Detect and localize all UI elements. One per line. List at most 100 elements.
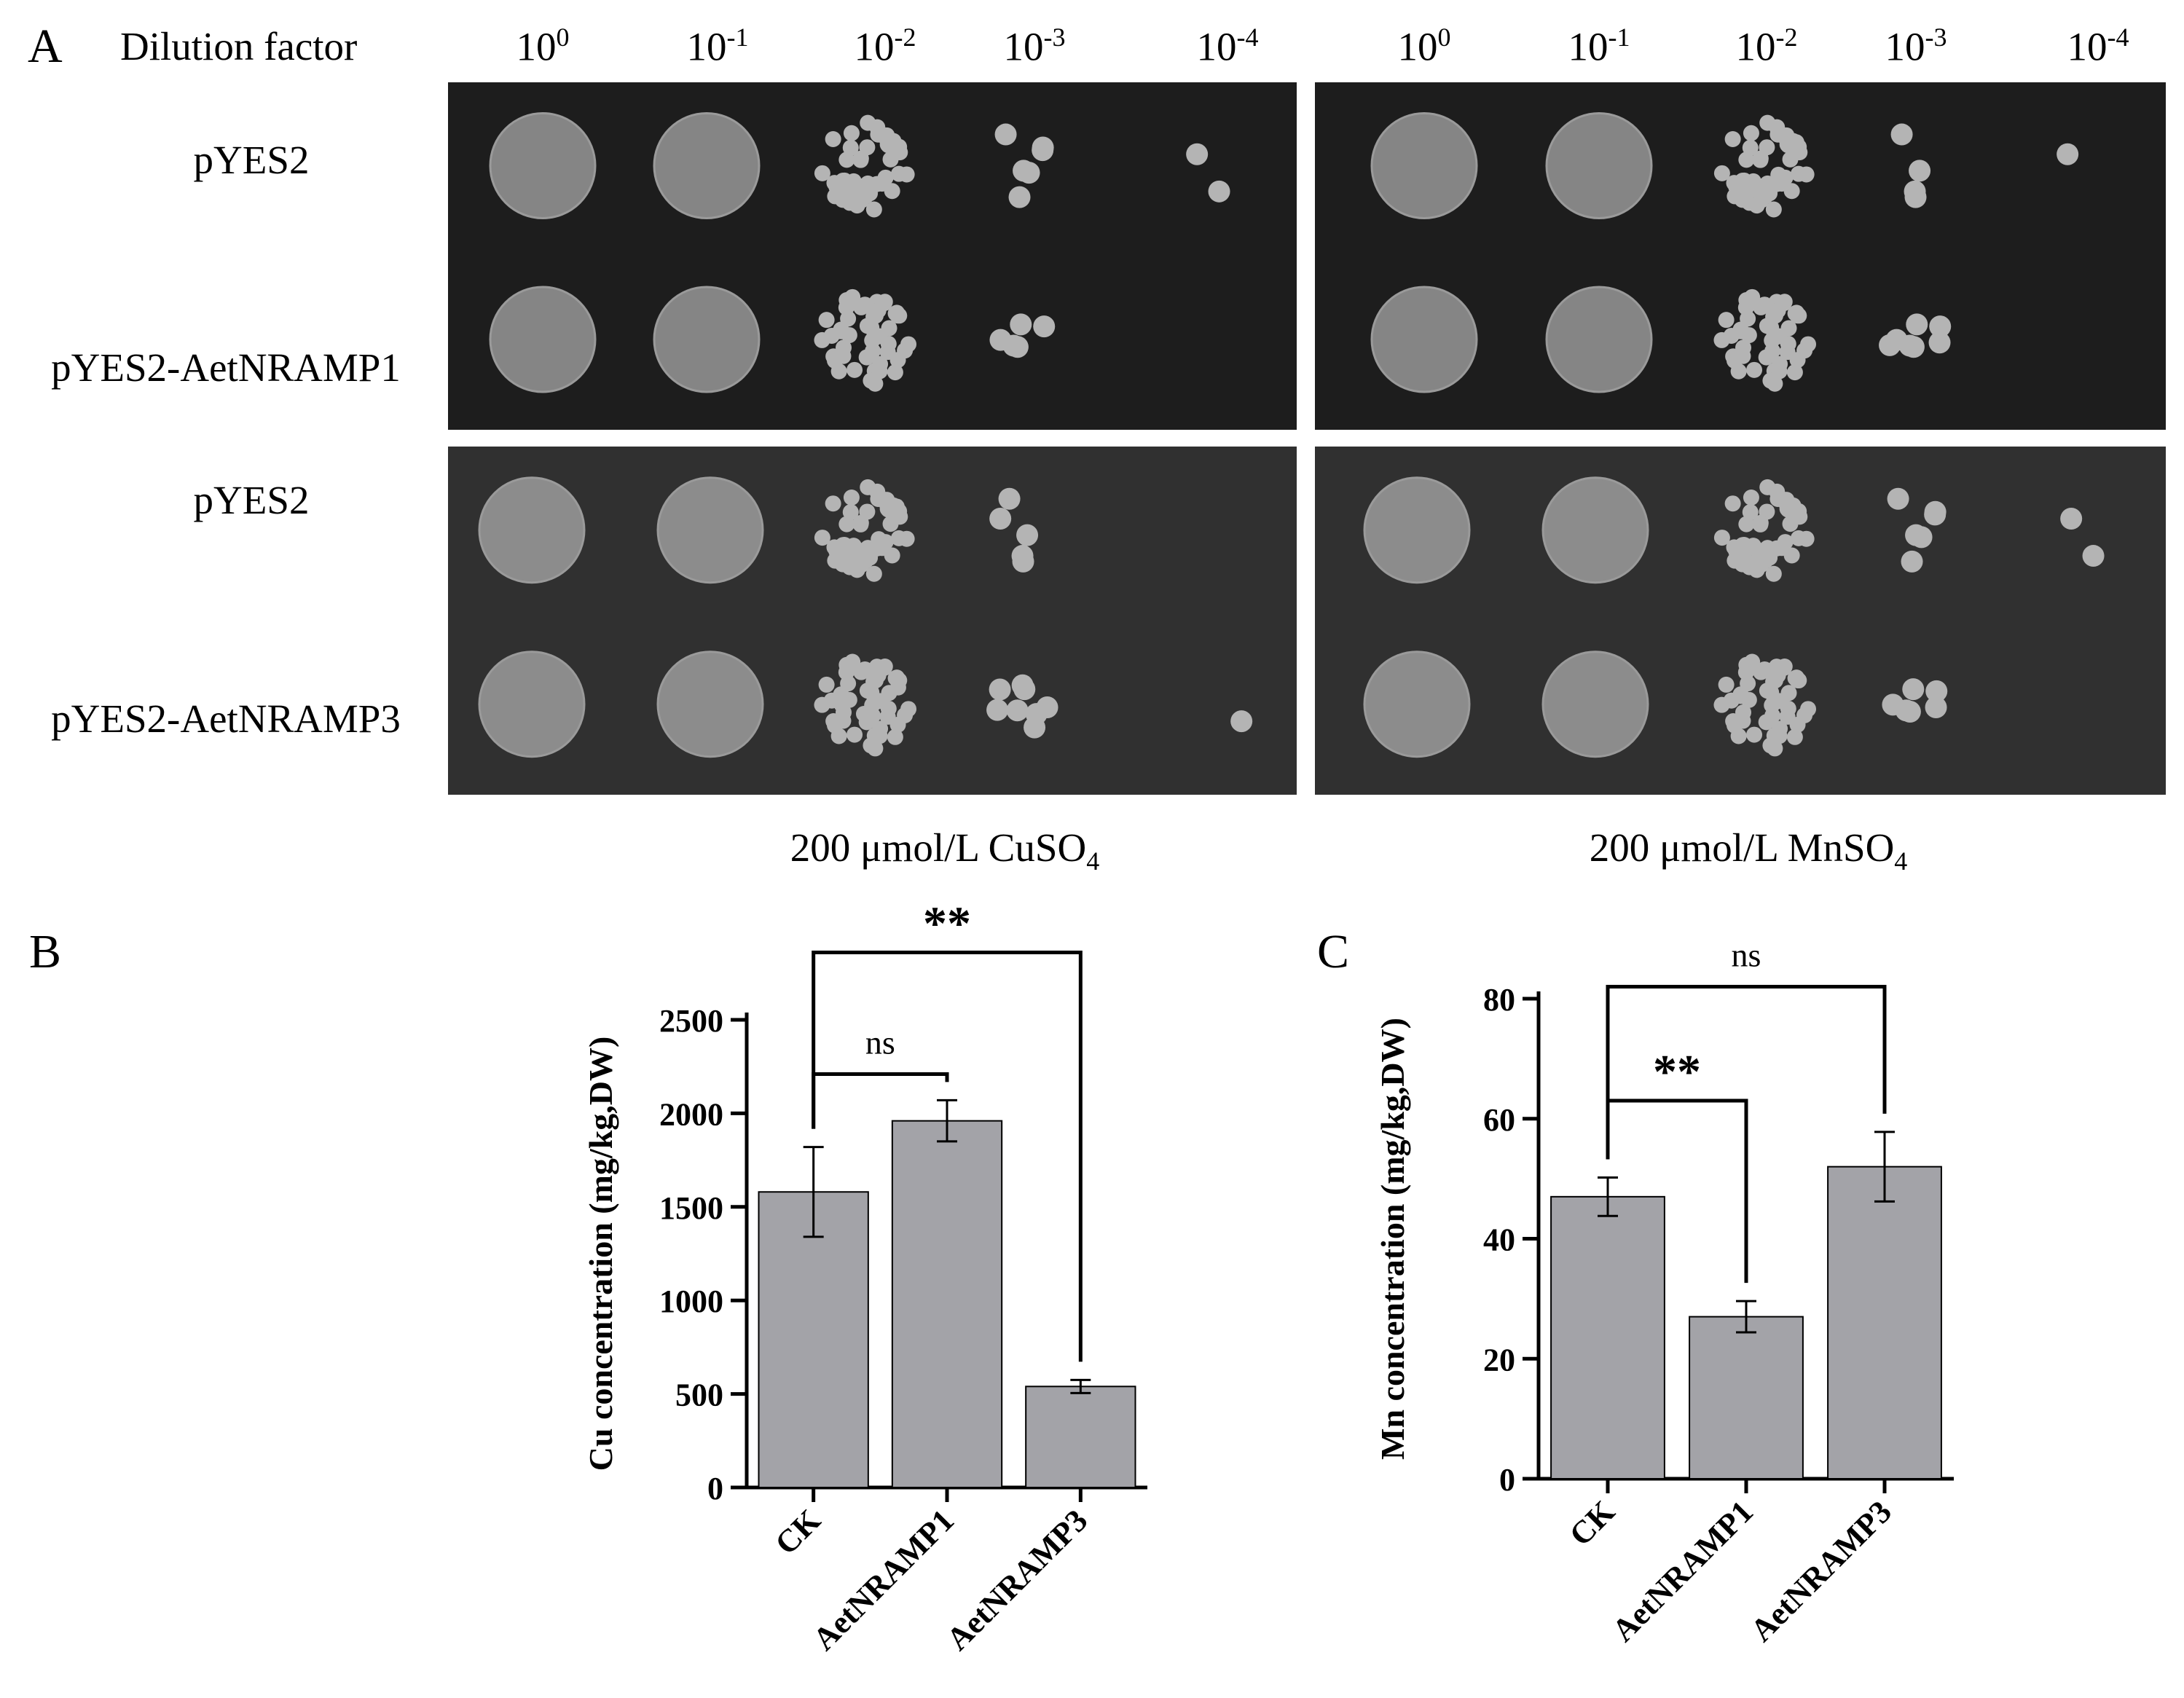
colony-dot bbox=[814, 696, 830, 713]
colony-dot bbox=[1186, 143, 1209, 165]
colony-dot bbox=[1724, 495, 1741, 512]
colony-dot bbox=[835, 712, 852, 729]
colony-dot bbox=[888, 498, 905, 515]
colony-dot bbox=[1032, 136, 1054, 159]
colony-dot bbox=[849, 197, 865, 214]
colony-dot bbox=[833, 696, 850, 713]
colony-spot bbox=[1545, 111, 1653, 219]
colony-dot bbox=[1752, 150, 1769, 167]
colony-dot bbox=[867, 740, 884, 757]
colony-dot bbox=[867, 672, 884, 689]
colony-dot bbox=[1730, 363, 1747, 380]
colony-dot bbox=[1016, 524, 1039, 546]
colony-dot bbox=[1740, 310, 1756, 327]
colony-dot bbox=[2082, 545, 2105, 567]
colony-dot bbox=[1905, 524, 1928, 546]
colony-dot bbox=[1798, 530, 1815, 547]
colony-dot bbox=[1906, 313, 1928, 336]
colony-dot bbox=[989, 508, 1012, 530]
colony-dot bbox=[857, 661, 873, 677]
colony-dot bbox=[865, 565, 882, 582]
significance-label: ns bbox=[1732, 937, 1761, 974]
colony-dot bbox=[827, 188, 844, 205]
colony-dot bbox=[1743, 489, 1759, 506]
colony-dot bbox=[881, 320, 897, 337]
colony-dot bbox=[2057, 143, 2079, 165]
colony-dot bbox=[1740, 327, 1757, 344]
colony-dot bbox=[1902, 678, 1925, 701]
panel-c-letter: C bbox=[1317, 925, 1349, 978]
bar bbox=[1827, 1166, 1942, 1480]
plate-bottom-right bbox=[1315, 447, 2166, 795]
colony-dot bbox=[838, 291, 855, 308]
caption-mnso4: 200 μmol/L MnSO4 bbox=[1589, 825, 1908, 876]
colony-dot bbox=[1738, 152, 1755, 168]
colony-dot bbox=[1002, 334, 1025, 357]
colony-dot bbox=[1746, 726, 1763, 743]
colony-dot bbox=[1898, 334, 1921, 357]
colony-dot bbox=[1791, 508, 1808, 525]
colony-dot bbox=[1929, 315, 1952, 338]
colony-dot bbox=[889, 304, 906, 321]
right-dilution-3: 10-3 bbox=[1885, 23, 1947, 69]
colony-dot bbox=[1924, 500, 1947, 523]
x-tick-label: AetNRAMP1 bbox=[806, 1502, 961, 1657]
colony-dot bbox=[841, 327, 857, 344]
colony-dot bbox=[1780, 320, 1797, 337]
colony-dot bbox=[867, 307, 884, 324]
colony-dot bbox=[864, 332, 881, 349]
colony-dot bbox=[1740, 675, 1756, 692]
right-dilution-1: 10-1 bbox=[1568, 23, 1630, 69]
colony-dot bbox=[838, 152, 855, 168]
bar bbox=[1689, 1316, 1804, 1480]
colony-spot bbox=[1545, 286, 1653, 393]
colony-spot bbox=[1370, 286, 1478, 393]
colony-dot bbox=[1788, 304, 1805, 321]
colony-dot bbox=[1767, 307, 1783, 324]
panel-a-letter: A bbox=[28, 20, 63, 73]
colony-spot bbox=[653, 111, 761, 219]
colony-dot bbox=[1879, 334, 1901, 356]
colony-dot bbox=[1735, 347, 1751, 364]
colony-dot bbox=[1006, 699, 1029, 722]
colony-spot bbox=[478, 476, 586, 584]
y-tick-label: 40 bbox=[1483, 1222, 1515, 1258]
colony-dot bbox=[1904, 180, 1926, 203]
colony-dot bbox=[892, 144, 908, 161]
colony-dot bbox=[897, 707, 914, 723]
colony-dot bbox=[1738, 291, 1755, 308]
colony-dot bbox=[835, 347, 852, 364]
colony-dot bbox=[1779, 708, 1796, 725]
colony-dot bbox=[843, 489, 860, 506]
colony-dot bbox=[840, 310, 857, 327]
caption-cuso4: 200 μmol/L CuSO4 bbox=[790, 825, 1100, 876]
colony-dot bbox=[1887, 487, 1909, 510]
colony-spot bbox=[1363, 650, 1471, 758]
colony-spot bbox=[489, 286, 597, 393]
colony-dot bbox=[1718, 312, 1735, 329]
colony-dot bbox=[857, 296, 873, 313]
y-tick-label: 1500 bbox=[659, 1190, 723, 1226]
colony-dot bbox=[1925, 680, 1948, 702]
colony-dot bbox=[1011, 674, 1034, 696]
y-axis-label: Cu concentration (mg/kg,DW) bbox=[582, 1037, 619, 1471]
y-tick-label: 500 bbox=[675, 1377, 723, 1413]
colony-dot bbox=[1738, 516, 1755, 532]
colony-dot bbox=[1713, 331, 1730, 348]
y-tick-label: 20 bbox=[1483, 1342, 1515, 1377]
colony-dot bbox=[1767, 375, 1783, 392]
colony-dot bbox=[1776, 294, 1793, 310]
colony-dot bbox=[1013, 160, 1035, 182]
colony-spot bbox=[1541, 650, 1649, 758]
colony-dot bbox=[1796, 342, 1813, 359]
colony-dot bbox=[1765, 201, 1782, 218]
colony-dot bbox=[1713, 530, 1730, 546]
colony-dot bbox=[1770, 166, 1787, 183]
colony-dot bbox=[849, 541, 866, 558]
colony-dot bbox=[879, 136, 896, 153]
colony-dot bbox=[1727, 552, 1743, 569]
colony-dot bbox=[1788, 669, 1805, 686]
colony-dot bbox=[1208, 180, 1230, 203]
colony-dot bbox=[1786, 728, 1803, 745]
colony-dot bbox=[1772, 720, 1788, 737]
